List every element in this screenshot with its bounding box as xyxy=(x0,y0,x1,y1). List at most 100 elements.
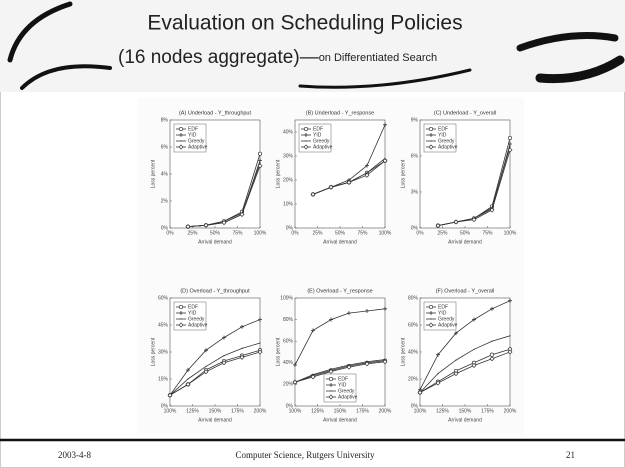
legend-label: YID xyxy=(438,132,447,138)
y-tick-label: 0% xyxy=(411,225,419,231)
legend-marker xyxy=(179,311,183,315)
x-axis-label: Arrival demand xyxy=(323,239,357,245)
y-tick-label: 0% xyxy=(161,403,169,409)
y-tick-label: 0% xyxy=(161,225,169,231)
legend-marker xyxy=(178,322,184,328)
legend-marker xyxy=(328,394,334,400)
legend-label: EDF xyxy=(338,376,348,382)
chart-title: (E) Overload - Y_response xyxy=(307,288,372,294)
x-tick-label: 100% xyxy=(504,230,517,236)
point xyxy=(509,335,511,337)
point xyxy=(507,147,513,153)
legend-label: Greedy xyxy=(188,138,205,144)
point xyxy=(221,220,227,226)
y-tick-label: 80% xyxy=(408,295,419,301)
x-tick-label: 50% xyxy=(460,230,471,236)
point xyxy=(507,135,513,141)
point xyxy=(167,392,173,398)
legend-label: Greedy xyxy=(188,316,205,322)
point xyxy=(382,359,388,365)
point xyxy=(472,317,476,322)
y-tick-label: 80% xyxy=(283,317,294,323)
swoosh xyxy=(516,32,619,52)
x-tick-label: 0% xyxy=(166,230,174,236)
legend-marker xyxy=(429,133,433,137)
x-axis-label: Arrival demand xyxy=(448,239,482,245)
point xyxy=(453,219,459,225)
point xyxy=(185,381,191,387)
x-tick-label: 175% xyxy=(231,408,244,414)
legend-label: Adaptive xyxy=(438,322,458,328)
x-tick-label: 75% xyxy=(357,230,368,236)
series-line xyxy=(169,351,261,396)
legend-marker xyxy=(428,126,434,132)
y-axis-label: Loss percent xyxy=(150,159,156,188)
x-tick-label: 0% xyxy=(416,230,424,236)
point xyxy=(293,362,297,367)
series-line xyxy=(419,300,511,390)
y-tick-label: 0% xyxy=(286,403,294,409)
point xyxy=(205,365,207,367)
y-tick-label: 100% xyxy=(280,295,293,301)
legend-label: YID xyxy=(188,132,197,138)
point xyxy=(259,162,261,164)
x-tick-label: 100% xyxy=(414,408,427,414)
legend-label: EDF xyxy=(438,304,448,310)
point xyxy=(239,354,245,360)
legend-marker xyxy=(180,140,182,142)
legend-marker xyxy=(428,304,434,310)
y-tick-label: 60% xyxy=(408,322,419,328)
point xyxy=(346,364,352,370)
x-tick-label: 175% xyxy=(356,408,369,414)
y-axis-label: Loss percent xyxy=(275,337,281,366)
legend-marker xyxy=(428,144,434,150)
point xyxy=(509,145,511,147)
point xyxy=(489,207,495,213)
point xyxy=(311,328,315,333)
point xyxy=(185,224,191,230)
series-line xyxy=(419,351,511,393)
legend-marker xyxy=(428,322,434,328)
y-tick-label: 0% xyxy=(286,225,294,231)
chart-title: (A) Underload - Y_throughput xyxy=(179,110,252,116)
y-tick-label: 40% xyxy=(283,360,294,366)
legend-label: Adaptive xyxy=(313,144,333,150)
x-tick-label: 150% xyxy=(209,408,222,414)
point xyxy=(241,347,243,349)
point xyxy=(240,324,244,329)
y-tick-label: 2% xyxy=(161,198,169,204)
point xyxy=(417,390,423,395)
x-axis-label: Arrival demand xyxy=(448,417,482,423)
subtitle-main: (16 nodes aggregate)— xyxy=(118,47,319,68)
series-line xyxy=(169,319,261,396)
point xyxy=(223,355,225,357)
point xyxy=(364,361,370,367)
y-tick-label: 60% xyxy=(158,295,169,301)
legend-marker xyxy=(329,383,333,387)
x-tick-label: 200% xyxy=(504,408,517,414)
x-tick-label: 125% xyxy=(311,408,324,414)
swoosh xyxy=(20,64,112,90)
y-axis-label: Loss percent xyxy=(400,159,406,188)
chart-title: (D) Overload - Y_throughput xyxy=(180,288,250,294)
legend-label: EDF xyxy=(188,126,198,132)
chart-title: (C) Underload - Y_overall xyxy=(434,110,496,116)
point xyxy=(310,191,316,197)
x-tick-label: 100% xyxy=(289,408,302,414)
legend-label: Adaptive xyxy=(438,144,458,150)
y-axis-label: Loss percent xyxy=(400,337,406,366)
point xyxy=(186,368,190,372)
legend-marker xyxy=(328,376,334,382)
legend-marker xyxy=(179,133,183,137)
y-tick-label: 30% xyxy=(283,153,294,159)
point xyxy=(222,335,226,340)
point xyxy=(471,217,477,223)
point xyxy=(364,172,370,178)
point xyxy=(436,352,440,357)
point xyxy=(435,380,441,386)
point xyxy=(347,311,351,316)
series-line xyxy=(294,360,386,383)
point xyxy=(239,212,245,217)
point xyxy=(203,222,209,228)
